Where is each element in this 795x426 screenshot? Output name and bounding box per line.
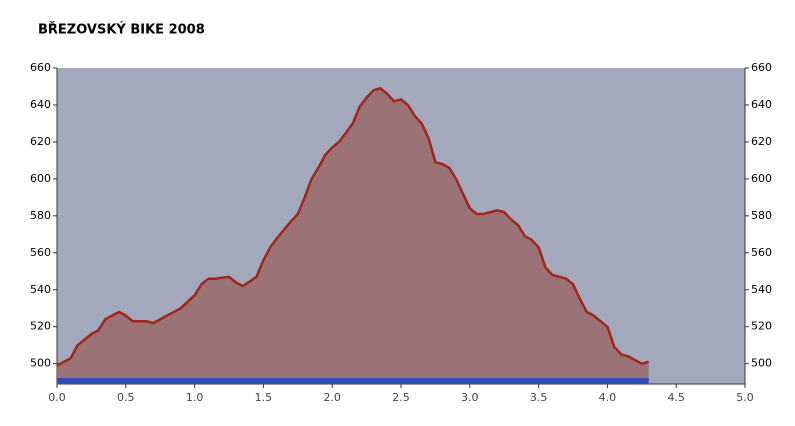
y-tick-label: 520 [30,320,51,333]
y-tick-label: 540 [30,283,51,296]
y2-tick-label: 580 [751,209,772,222]
x-tick-label: 4.0 [599,391,617,404]
x-tick-label: 1.0 [186,391,204,404]
y2-tick-label: 520 [751,320,772,333]
y-tick-label: 640 [30,98,51,111]
track-bar [57,378,649,384]
y-tick-label: 560 [30,246,51,259]
chart-title: BŘEZOVSKÝ BIKE 2008 [38,22,205,38]
x-tick-label: 1.5 [255,391,273,404]
y-tick-label: 500 [30,357,51,370]
x-tick-label: 3.0 [461,391,479,404]
y-tick-label: 600 [30,172,51,185]
profile-line [56,86,650,367]
x-tick-label: 0.5 [117,391,135,404]
y2-tick-label: 540 [751,283,772,296]
y-tick-label: 620 [30,135,51,148]
x-tick-label: 5.0 [736,391,754,404]
x-tick-label: 3.5 [530,391,548,404]
y2-tick-label: 560 [751,246,772,259]
x-tick-label: 0.0 [48,391,66,404]
y2-tick-label: 620 [751,135,772,148]
y-tick-label: 580 [30,209,51,222]
y2-tick-label: 640 [751,98,772,111]
y2-tick-label: 600 [751,172,772,185]
x-tick-label: 2.5 [392,391,410,404]
x-tick-label: 4.5 [667,391,685,404]
y-tick-label: 660 [30,61,51,74]
y2-tick-label: 660 [751,61,772,74]
y2-tick-label: 500 [751,357,772,370]
area [57,88,649,385]
x-tick-label: 2.0 [323,391,341,404]
